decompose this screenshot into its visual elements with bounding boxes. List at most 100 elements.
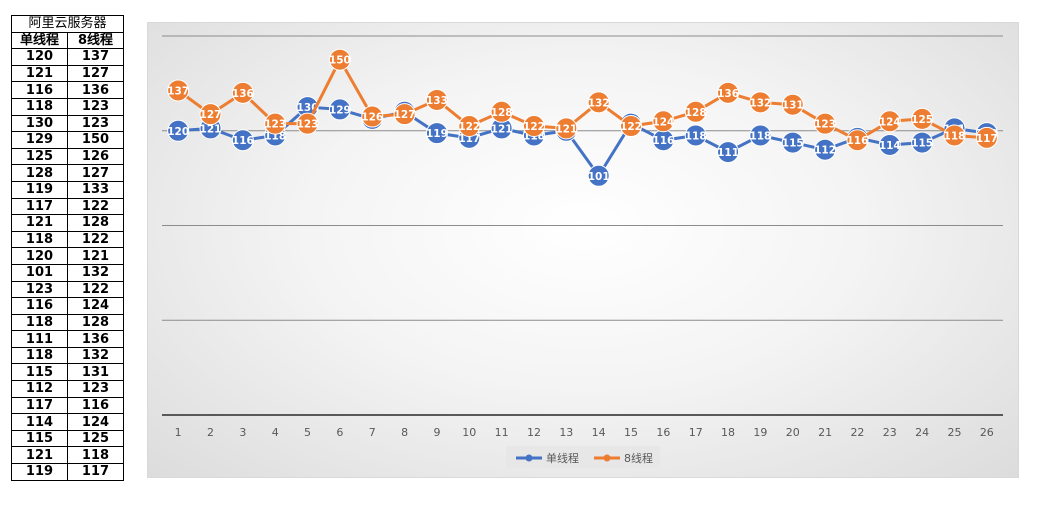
- cell-8-thread: 124: [67, 413, 124, 431]
- cell-8-thread: 116: [67, 396, 124, 415]
- cell-single-thread: 121: [11, 214, 68, 232]
- cell-8-thread: 122: [67, 197, 124, 216]
- table-row: 128 127: [11, 164, 124, 182]
- data-point: [684, 124, 707, 147]
- table-row: 115 131: [11, 363, 124, 382]
- data-label: 117: [976, 133, 998, 145]
- cell-8-thread: 123: [67, 380, 124, 398]
- cell-8-thread: 132: [67, 263, 124, 282]
- data-point: [231, 129, 254, 152]
- data-label: 127: [200, 109, 222, 121]
- table-row: 112 123: [11, 380, 124, 398]
- data-point: [328, 48, 351, 71]
- data-label: 116: [232, 135, 254, 147]
- cell-8-thread: 133: [67, 180, 124, 199]
- data-point: [393, 103, 416, 126]
- line-chart: 1 2 3 4 5 6 7 8 9 10 11 12 13 14 15 16 17 18 19 20 21 22 23 24 2…: [162, 35, 1003, 468]
- data-point: [522, 115, 545, 138]
- cell-single-thread: 121: [11, 64, 68, 83]
- x-tick-label: 13: [559, 426, 573, 439]
- table-row: 121 118: [11, 446, 124, 465]
- table-row: 118 123: [11, 97, 124, 116]
- x-tick-label: 17: [689, 426, 703, 439]
- data-label: 116: [652, 135, 674, 147]
- table-row: 129 150: [11, 131, 124, 149]
- cell-single-thread: 119: [11, 180, 68, 199]
- data-label: 122: [458, 121, 480, 133]
- table-row: 111 136: [11, 330, 124, 348]
- cell-single-thread: 130: [11, 114, 68, 133]
- table-row: 117 122: [11, 197, 124, 216]
- cell-single-thread: 101: [11, 263, 68, 282]
- table-row: 116 124: [11, 297, 124, 315]
- legend-label-single-thread: 单线程: [546, 451, 579, 465]
- x-tick-label: 5: [304, 426, 311, 439]
- table-row: 125 126: [11, 147, 124, 166]
- data-label: 128: [685, 107, 707, 119]
- table-title-row: 阿里云服务器: [11, 15, 124, 33]
- data-point: [911, 131, 934, 154]
- cell-8-thread: 127: [67, 64, 124, 83]
- data-table: 阿里云服务器 单线程 8线程 120 137 121 127 116 136 118 123 1…: [11, 15, 124, 481]
- cell-single-thread: 123: [11, 280, 68, 299]
- table-row: 123 122: [11, 280, 124, 299]
- data-point: [167, 119, 190, 142]
- data-label: 118: [749, 130, 771, 142]
- data-label: 150: [329, 55, 351, 67]
- cell-single-thread: 114: [11, 413, 68, 431]
- table-row: 119 117: [11, 463, 124, 481]
- cell-single-thread: 125: [11, 147, 68, 166]
- x-tick-label: 6: [336, 426, 343, 439]
- data-label: 118: [264, 130, 286, 142]
- data-label: 123: [264, 119, 286, 131]
- data-point: [425, 88, 448, 111]
- x-tick-label: 12: [527, 426, 541, 439]
- x-tick-label: 8: [401, 426, 408, 439]
- cell-single-thread: 129: [11, 131, 68, 149]
- table-row: 121 128: [11, 214, 124, 232]
- cell-8-thread: 131: [67, 363, 124, 382]
- data-point: [296, 112, 319, 135]
- cell-8-thread: 126: [67, 147, 124, 166]
- data-label: 123: [297, 119, 319, 131]
- data-label: 136: [717, 88, 739, 100]
- x-tick-label: 16: [656, 426, 670, 439]
- data-label: 112: [814, 145, 836, 157]
- x-tick-label: 21: [818, 426, 832, 439]
- data-point: [264, 112, 287, 135]
- data-point: [749, 124, 772, 147]
- x-tick-label: 2: [207, 426, 214, 439]
- cell-single-thread: 118: [11, 230, 68, 249]
- data-label: 115: [911, 138, 933, 150]
- data-point: [328, 98, 351, 121]
- x-tick-label: 25: [947, 426, 961, 439]
- cell-8-thread: 127: [67, 164, 124, 182]
- table-row: 130 123: [11, 114, 124, 133]
- cell-single-thread: 119: [11, 463, 68, 481]
- table-row: 119 133: [11, 180, 124, 199]
- data-point: [814, 138, 837, 161]
- x-tick-label: 22: [850, 426, 864, 439]
- cell-single-thread: 112: [11, 380, 68, 398]
- x-tick-label: 24: [915, 426, 929, 439]
- x-tick-label: 20: [786, 426, 800, 439]
- cell-8-thread: 122: [67, 230, 124, 249]
- data-label: 118: [685, 130, 707, 142]
- data-point: [555, 117, 578, 140]
- table-row: 118 132: [11, 346, 124, 365]
- data-label: 123: [814, 119, 836, 131]
- data-point: [975, 126, 998, 149]
- chart-panel: 1 2 3 4 5 6 7 8 9 10 11 12 13 14 15 16 17 18 19 20 21 22 23 24 2…: [147, 22, 1019, 478]
- x-tick-label: 11: [495, 426, 509, 439]
- data-point: [425, 122, 448, 145]
- table-row: 116 136: [11, 81, 124, 99]
- cell-single-thread: 117: [11, 197, 68, 216]
- cell-8-thread: 123: [67, 97, 124, 116]
- cell-single-thread: 118: [11, 313, 68, 332]
- cell-8-thread: 136: [67, 330, 124, 348]
- data-point: [652, 110, 675, 133]
- cell-single-thread: 115: [11, 429, 68, 448]
- table-row: 101 132: [11, 263, 124, 282]
- data-point: [717, 141, 740, 164]
- cell-8-thread: 124: [67, 297, 124, 315]
